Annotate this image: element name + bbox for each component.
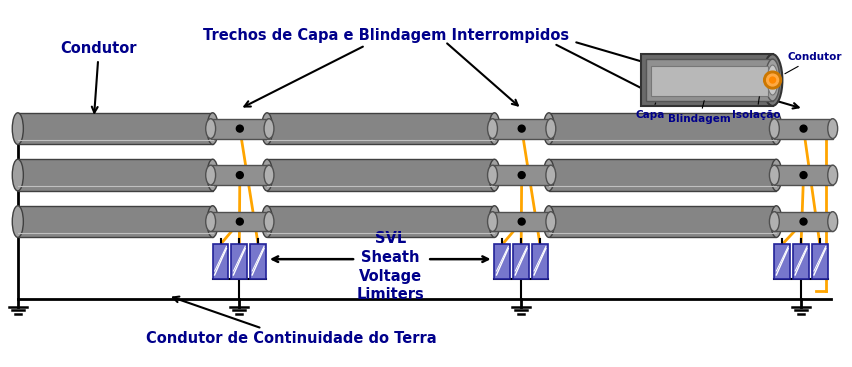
Ellipse shape xyxy=(12,159,23,191)
Text: Isolação: Isolação xyxy=(733,97,781,120)
Circle shape xyxy=(519,219,524,224)
Text: Condutor: Condutor xyxy=(60,41,137,113)
Bar xyxy=(651,66,768,96)
Ellipse shape xyxy=(828,212,838,232)
Ellipse shape xyxy=(489,159,500,191)
Circle shape xyxy=(767,74,779,86)
Ellipse shape xyxy=(828,119,838,138)
Circle shape xyxy=(238,219,242,224)
Bar xyxy=(812,244,828,279)
Ellipse shape xyxy=(763,54,782,106)
Circle shape xyxy=(800,218,807,225)
Bar xyxy=(267,206,494,237)
Bar xyxy=(774,212,832,232)
Bar xyxy=(532,244,548,279)
Bar xyxy=(494,244,510,279)
Ellipse shape xyxy=(12,113,23,145)
Ellipse shape xyxy=(768,65,778,95)
Circle shape xyxy=(769,77,775,83)
Ellipse shape xyxy=(544,113,555,145)
Bar xyxy=(774,119,832,138)
Bar xyxy=(18,206,213,237)
Circle shape xyxy=(800,125,807,132)
Bar xyxy=(646,59,773,101)
Ellipse shape xyxy=(205,119,216,138)
Bar xyxy=(641,54,773,106)
Bar xyxy=(213,244,228,279)
Ellipse shape xyxy=(264,212,274,232)
Ellipse shape xyxy=(262,113,273,145)
Ellipse shape xyxy=(769,165,780,185)
Ellipse shape xyxy=(487,212,498,232)
Bar xyxy=(513,244,529,279)
Ellipse shape xyxy=(487,165,498,185)
Bar xyxy=(250,244,266,279)
Ellipse shape xyxy=(769,119,780,138)
Ellipse shape xyxy=(769,212,780,232)
Ellipse shape xyxy=(546,165,556,185)
Ellipse shape xyxy=(546,119,556,138)
Bar xyxy=(549,159,776,191)
Circle shape xyxy=(236,125,244,132)
Ellipse shape xyxy=(487,119,498,138)
Ellipse shape xyxy=(489,113,500,145)
Circle shape xyxy=(518,172,525,179)
Circle shape xyxy=(801,219,806,224)
Bar xyxy=(267,159,494,191)
Ellipse shape xyxy=(264,119,274,138)
Circle shape xyxy=(800,172,807,179)
Ellipse shape xyxy=(771,206,782,237)
Bar xyxy=(232,244,247,279)
Ellipse shape xyxy=(262,159,273,191)
Circle shape xyxy=(238,126,242,131)
Circle shape xyxy=(801,126,806,131)
Text: Blindagem: Blindagem xyxy=(668,101,731,124)
Circle shape xyxy=(519,172,524,178)
Ellipse shape xyxy=(765,59,780,101)
Bar xyxy=(492,212,551,232)
Ellipse shape xyxy=(205,212,216,232)
Bar xyxy=(492,165,551,185)
Circle shape xyxy=(518,218,525,225)
Bar xyxy=(549,206,776,237)
Ellipse shape xyxy=(771,113,782,145)
Bar xyxy=(492,119,551,138)
Ellipse shape xyxy=(207,159,218,191)
Text: Capa: Capa xyxy=(636,103,665,120)
Bar xyxy=(210,165,269,185)
Ellipse shape xyxy=(264,165,274,185)
Ellipse shape xyxy=(828,165,838,185)
Bar xyxy=(793,244,809,279)
Ellipse shape xyxy=(544,206,555,237)
Bar xyxy=(18,113,213,145)
Circle shape xyxy=(518,125,525,132)
Bar xyxy=(774,165,832,185)
Circle shape xyxy=(236,218,244,225)
Ellipse shape xyxy=(207,113,218,145)
Text: Trechos de Capa e Blindagem Interrompidos: Trechos de Capa e Blindagem Interrompido… xyxy=(203,28,569,106)
Bar xyxy=(549,113,776,145)
Ellipse shape xyxy=(544,159,555,191)
Circle shape xyxy=(236,172,244,179)
Circle shape xyxy=(763,71,781,89)
Text: Condutor de Continuidade do Terra: Condutor de Continuidade do Terra xyxy=(147,297,437,346)
Text: SVL
Sheath
Voltage
Limiters: SVL Sheath Voltage Limiters xyxy=(357,232,424,302)
Bar xyxy=(18,159,213,191)
Circle shape xyxy=(801,172,806,178)
Bar xyxy=(210,212,269,232)
Bar xyxy=(774,244,790,279)
Text: Condutor: Condutor xyxy=(785,52,842,74)
Circle shape xyxy=(519,126,524,131)
Bar xyxy=(210,119,269,138)
Ellipse shape xyxy=(207,206,218,237)
Ellipse shape xyxy=(12,206,23,237)
Ellipse shape xyxy=(546,212,556,232)
Bar xyxy=(267,113,494,145)
Ellipse shape xyxy=(205,165,216,185)
Ellipse shape xyxy=(262,206,273,237)
Circle shape xyxy=(238,172,242,178)
Ellipse shape xyxy=(489,206,500,237)
Ellipse shape xyxy=(771,159,782,191)
